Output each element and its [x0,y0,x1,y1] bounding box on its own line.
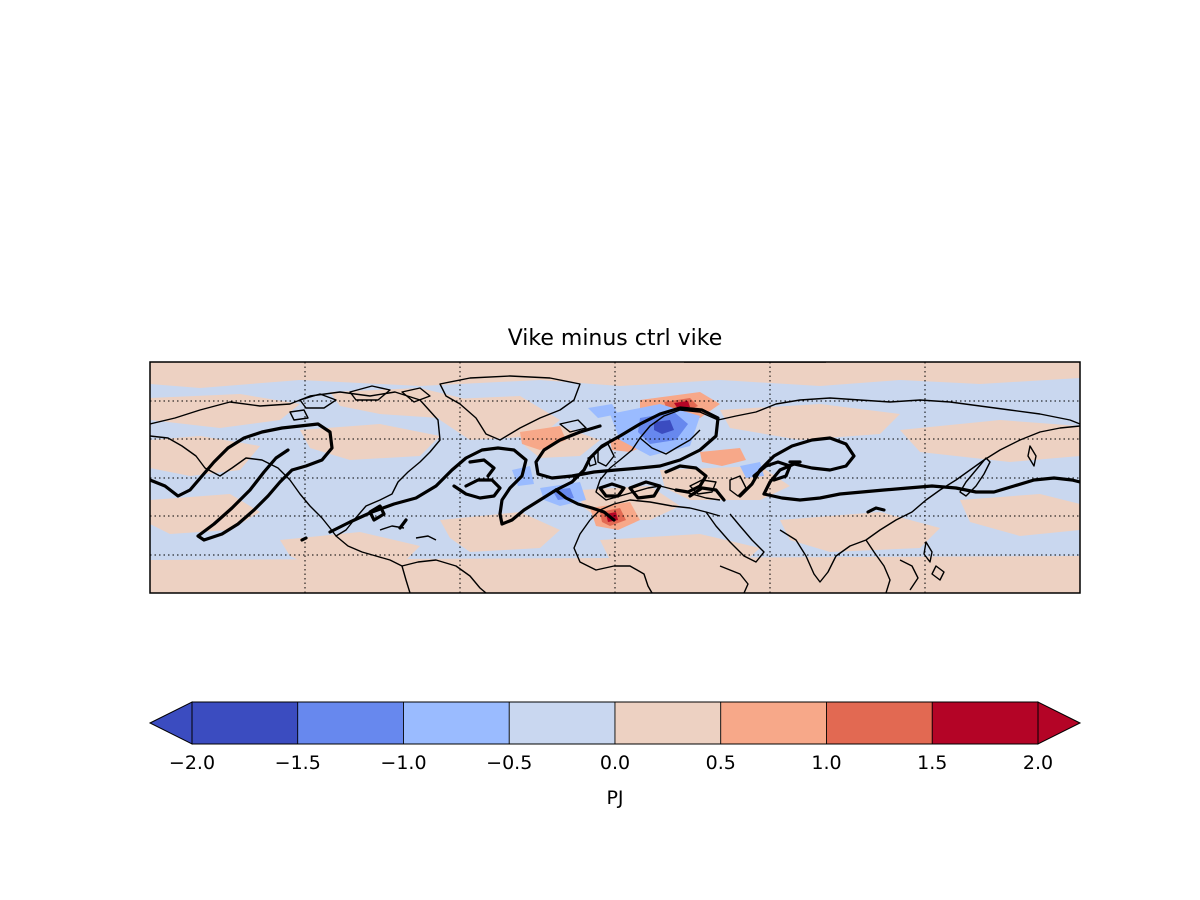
colorbar-segment [614,701,722,745]
colorbar-under-triangle [148,701,193,745]
colorbar-segment [931,701,1039,745]
map-frame [149,361,1081,594]
colorbar-segment [826,701,933,745]
colorbar-frame [191,701,1039,745]
colorbar-tick-label: 0.5 [705,752,736,774]
colorbar-segment [297,701,404,745]
colorbar-tick-label: −1.0 [380,752,427,774]
colorbar-segments [191,701,1039,745]
colorbar-segment [403,701,510,745]
colorbar-tick-label: 1.5 [917,752,948,774]
chart-title: Vike minus ctrl vike [507,326,723,351]
colorbar-segment [191,701,299,745]
colorbar-tick-label: −1.5 [274,752,321,774]
coastlines [150,362,1080,593]
colorbar-tick-label: −2.0 [168,752,216,774]
colorbar-segment [720,701,827,745]
colorbar-over-triangle [1037,701,1082,745]
colorbar-segment [508,701,616,745]
colorbar-tick-label: 0.0 [599,752,631,774]
colorbar-tick-label: −0.5 [486,752,533,774]
colorbar-tick-label: 2.0 [1022,752,1054,774]
colorbar-tick-label: 1.0 [811,752,842,774]
contour-lines [150,406,1080,542]
colorbar-label: PJ [606,787,624,809]
